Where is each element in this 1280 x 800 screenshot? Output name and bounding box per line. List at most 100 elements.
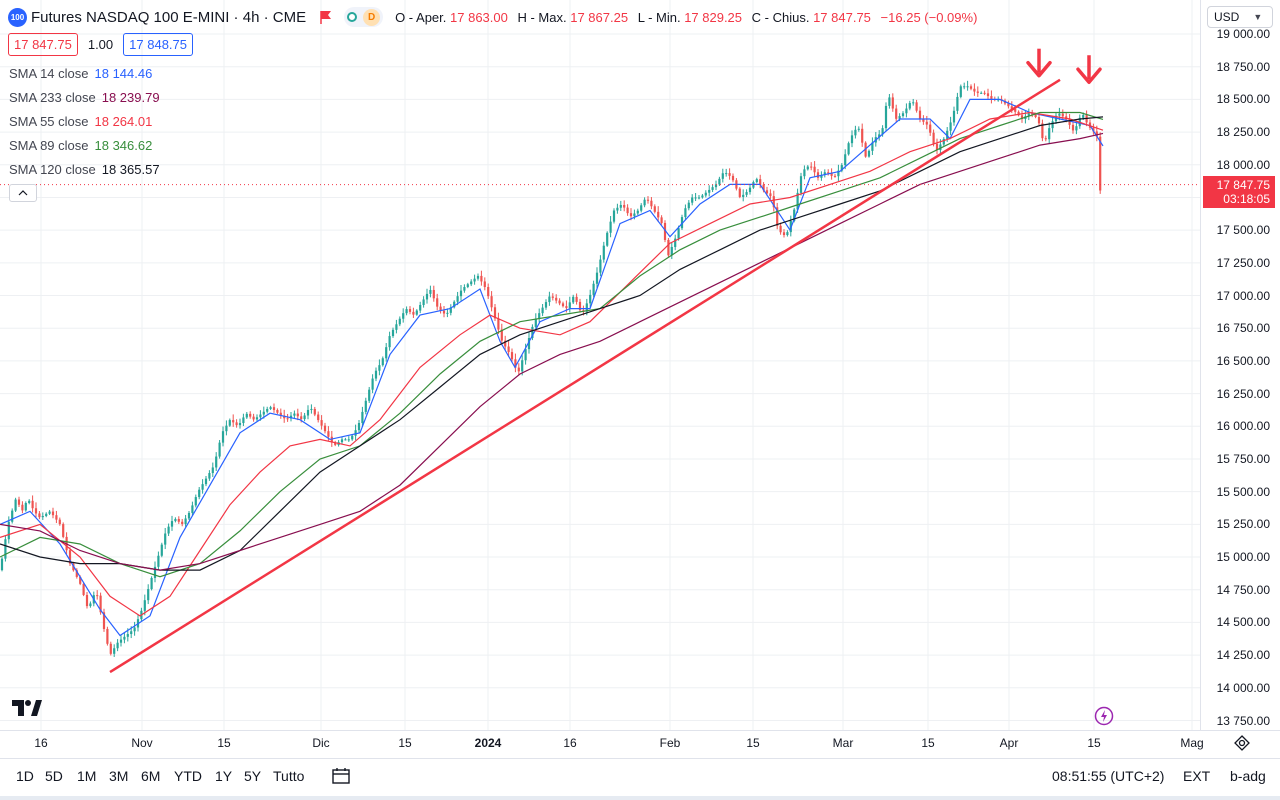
collapse-legend-button[interactable]: [9, 184, 37, 202]
high-value: 17 867.25: [570, 9, 629, 25]
range-button[interactable]: Tutto: [273, 768, 305, 784]
symbol-title[interactable]: Futures NASDAQ 100 E-MINI · 4h · CME: [31, 8, 307, 26]
candle-body: [1031, 113, 1034, 115]
candle-body: [592, 283, 595, 295]
candle-body: [480, 275, 483, 282]
candle-body: [1071, 124, 1075, 131]
range-button[interactable]: 1Y: [215, 768, 233, 784]
legend-item[interactable]: SMA 89 close 18 346.62: [9, 134, 160, 158]
chart-header: 100 Futures NASDAQ 100 E-MINI · 4h · CME…: [8, 5, 983, 29]
candle-body: [147, 589, 150, 601]
gear-icon[interactable]: [1234, 735, 1250, 751]
candle-body: [1034, 114, 1037, 118]
candle-body: [983, 92, 986, 94]
symbol-logo-icon[interactable]: 100: [8, 7, 27, 27]
time-tick-label: 15: [1087, 736, 1101, 750]
candle-body: [102, 612, 106, 629]
candle-body: [493, 307, 497, 319]
candle-body: [915, 102, 918, 111]
ext-hours-toggle[interactable]: EXT: [1183, 768, 1211, 784]
candle-body: [436, 298, 439, 307]
range-button[interactable]: 5Y: [244, 768, 262, 784]
candle-body: [45, 513, 48, 516]
legend-item[interactable]: SMA 14 close 18 144.46: [9, 62, 160, 86]
candle-body: [929, 124, 932, 133]
candle-body: [119, 639, 123, 643]
candle-body: [806, 166, 809, 170]
candle-body: [303, 415, 306, 420]
candle-body: [575, 296, 578, 302]
candle-body: [34, 508, 38, 514]
range-button[interactable]: 5D: [45, 768, 63, 784]
flash-icon[interactable]: [1094, 706, 1114, 726]
price-tick-label: 18 500.00: [1216, 92, 1270, 107]
bid-ask: 17 847.75 1.00 17 848.75: [8, 33, 193, 56]
legend-item[interactable]: SMA 55 close 18 264.01: [9, 110, 160, 134]
trendline[interactable]: [109, 78, 1061, 674]
legend-item[interactable]: SMA 233 close 18 239.79: [9, 86, 160, 110]
candle-body: [286, 418, 289, 420]
range-button[interactable]: 6M: [141, 768, 161, 784]
clock-time[interactable]: 08:51:55 (UTC+2): [1052, 768, 1165, 784]
candle-body: [728, 173, 731, 176]
candle-body: [184, 518, 187, 525]
candle-body: [425, 293, 429, 300]
candle-body: [483, 281, 486, 288]
candle-body: [510, 352, 514, 360]
candle-body: [1048, 128, 1051, 140]
market-status-pills[interactable]: D: [344, 7, 384, 27]
range-button[interactable]: 1D: [16, 768, 34, 784]
candle-body: [109, 643, 112, 654]
candle-body: [1037, 117, 1041, 124]
legend-indicator-name: SMA 120 close: [9, 162, 96, 177]
price-axis[interactable]: [1200, 0, 1280, 730]
candle-body: [990, 96, 993, 99]
candle-body: [657, 211, 660, 218]
candle-body: [905, 108, 908, 114]
candle-body: [901, 113, 905, 117]
candle-body: [609, 221, 612, 233]
calendar-range-icon[interactable]: [331, 766, 351, 786]
candle-body: [1044, 138, 1047, 140]
candle-body: [504, 340, 507, 347]
candle-body: [1027, 113, 1030, 117]
candle-body: [963, 86, 966, 88]
last-price-value: 17 847.75: [1216, 178, 1270, 192]
down-arrow-head: [1026, 60, 1052, 78]
legend-item[interactable]: SMA 120 close 18 365.57: [9, 158, 160, 182]
range-button[interactable]: YTD: [174, 768, 202, 784]
candle-body: [711, 187, 714, 190]
candle-body: [340, 439, 344, 443]
candle-body: [58, 519, 61, 525]
range-button[interactable]: 3M: [109, 768, 129, 784]
sma-line-14: [0, 98, 1104, 637]
candle-body: [980, 92, 983, 94]
buy-price-button[interactable]: 17 848.75: [123, 33, 193, 56]
back-adjust-toggle[interactable]: b-adg: [1230, 768, 1266, 784]
candle-body: [334, 442, 337, 445]
tradingview-logo-icon[interactable]: [12, 700, 42, 716]
price-tick-label: 16 750.00: [1216, 321, 1270, 336]
flag-icon[interactable]: [320, 10, 332, 24]
candle-body: [31, 500, 34, 509]
candle-body: [701, 195, 704, 198]
candle-body: [398, 318, 401, 325]
sma-line-89: [0, 111, 1104, 578]
candle-body: [854, 129, 857, 136]
currency-select[interactable]: USD ▼: [1207, 6, 1273, 28]
candle-body: [456, 296, 459, 302]
change-value: −16.25 (−0.09%): [880, 9, 978, 25]
close-value: 17 847.75: [813, 9, 871, 25]
chart-area[interactable]: [0, 0, 1200, 730]
candle-body: [653, 206, 656, 212]
candle-body: [208, 473, 211, 479]
candle-body: [313, 408, 316, 415]
open-label: O - Aper.: [395, 9, 447, 25]
sell-price-button[interactable]: 17 847.75: [8, 33, 78, 56]
candle-body: [769, 193, 772, 197]
candle-body: [861, 128, 864, 143]
range-button[interactable]: 1M: [77, 768, 97, 784]
bottom-strip: [0, 796, 1280, 800]
time-axis[interactable]: [0, 730, 1280, 758]
candle-body: [986, 93, 990, 97]
